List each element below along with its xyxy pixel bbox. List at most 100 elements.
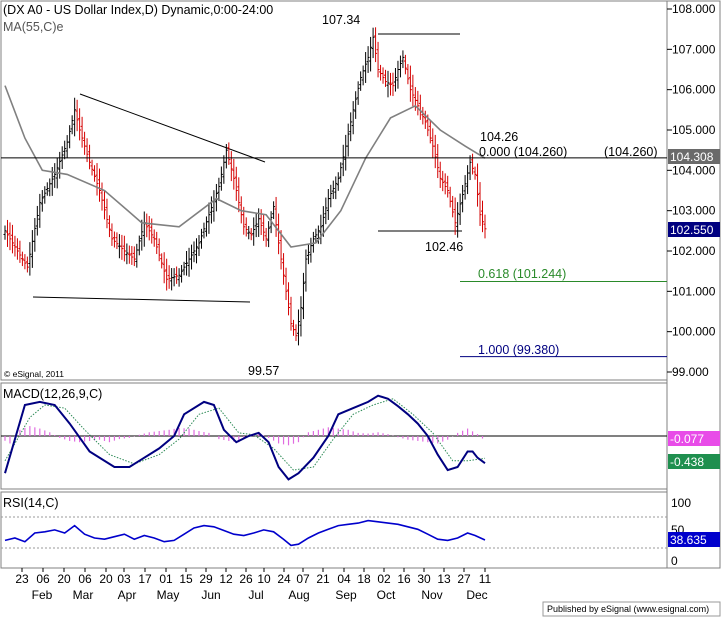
recent-low-label: 102.46 [425, 240, 463, 254]
price-bar [471, 153, 475, 175]
price-bar [8, 222, 12, 251]
x-tick-label: 12 [219, 572, 233, 586]
price-bar [366, 46, 370, 73]
chart-title: (DX A0 - US Dollar Index,D) Dynamic,0:00… [3, 3, 273, 17]
price-bar [58, 151, 62, 179]
price-bar [299, 296, 303, 337]
month-label: Feb [32, 588, 53, 602]
x-tick-label: 01 [159, 572, 173, 586]
x-tick-label: 23 [15, 572, 29, 586]
price-bar [70, 115, 74, 135]
rsi-tick-0: 0 [671, 554, 678, 568]
histogram-tag [668, 431, 720, 446]
publisher-label: Published by eSignal (www.esignal.com) [547, 604, 709, 614]
price-tick-label: 99.000 [672, 365, 709, 379]
price-bar [15, 238, 19, 260]
price-bar [391, 72, 395, 97]
price-bar [267, 221, 271, 248]
price-bar [314, 228, 318, 243]
price-bar [438, 161, 442, 188]
price-bar [45, 182, 49, 196]
price-bar [140, 219, 144, 251]
price-bar [125, 243, 129, 265]
price-bar [277, 213, 281, 255]
price-bar [249, 228, 253, 241]
month-label: Apr [118, 588, 137, 602]
macd-title: MACD(12,26,9,C) [3, 387, 102, 401]
price-tick-label: 106.000 [672, 83, 716, 97]
price-bar [279, 230, 283, 270]
price-bar [68, 125, 72, 149]
price-bar [416, 90, 420, 116]
x-tick-label: 02 [377, 572, 391, 586]
price-bar [262, 214, 266, 241]
x-tick-label: 06 [78, 572, 92, 586]
publisher-box [542, 601, 721, 617]
price-bar [122, 235, 126, 262]
price-bar [476, 163, 480, 207]
recent-high-label: 104.26 [480, 130, 518, 144]
price-bar [199, 228, 203, 249]
price-bar [272, 201, 276, 220]
price-bar [304, 249, 308, 292]
horizontal-line-tag-text: 104.308 [670, 150, 714, 164]
price-bar [80, 116, 84, 148]
histogram-tag-text: -0.077 [670, 432, 704, 446]
rsi-tag-text: 38.635 [670, 533, 707, 547]
price-bar [369, 36, 373, 72]
high-label: 107.34 [322, 13, 360, 27]
price-bar [95, 163, 99, 196]
price-tick-label: 104.000 [672, 163, 716, 177]
month-label: Dec [466, 588, 487, 602]
x-tick-label: 04 [337, 572, 351, 586]
price-bar [167, 265, 171, 289]
month-label: Nov [421, 588, 442, 602]
price-bar [458, 193, 462, 225]
x-tick-label: 15 [179, 572, 193, 586]
price-bar [177, 268, 181, 287]
level-lines [1, 157, 667, 358]
price-bar [381, 67, 385, 84]
price-bar [88, 144, 92, 170]
price-bar [28, 242, 32, 276]
price-bar [132, 246, 136, 267]
price-bar [35, 205, 39, 236]
price-bar [311, 231, 315, 253]
price-bar [73, 97, 77, 137]
price-bar [20, 251, 24, 267]
fib-0-label: 0.000 (104.260) [479, 145, 567, 159]
price-bar [401, 50, 405, 69]
price-bar [209, 196, 213, 224]
price-bar [374, 27, 378, 63]
price-bar [356, 81, 360, 105]
x-tick-label: 07 [296, 572, 310, 586]
last-price-tag [668, 222, 720, 237]
price-bar [90, 159, 94, 176]
price-tick-label: 102.000 [672, 244, 716, 258]
price-bar [38, 193, 42, 228]
price-bar [481, 200, 485, 233]
price-bar [93, 165, 97, 182]
price-bars [3, 27, 487, 346]
price-bar [473, 166, 477, 180]
price-bar [247, 226, 251, 240]
price-bar [219, 166, 223, 191]
price-bar [102, 190, 106, 220]
x-tick-label: 27 [457, 572, 471, 586]
x-tick-label: 13 [437, 572, 451, 586]
price-bar [23, 254, 27, 270]
price-bar [393, 68, 397, 92]
price-bar [63, 140, 67, 160]
price-bar [296, 309, 300, 346]
price-bar [436, 144, 440, 179]
x-tick-label: 03 [117, 572, 131, 586]
price-bar [185, 251, 189, 276]
price-bar [331, 180, 335, 199]
price-bar [284, 267, 288, 301]
rsi-tag [668, 532, 720, 547]
price-bar [229, 151, 233, 182]
price-bar [319, 214, 323, 245]
copyright-label: © eSignal, 2011 [4, 369, 64, 379]
price-bar [336, 172, 340, 191]
price-bar [384, 69, 388, 87]
